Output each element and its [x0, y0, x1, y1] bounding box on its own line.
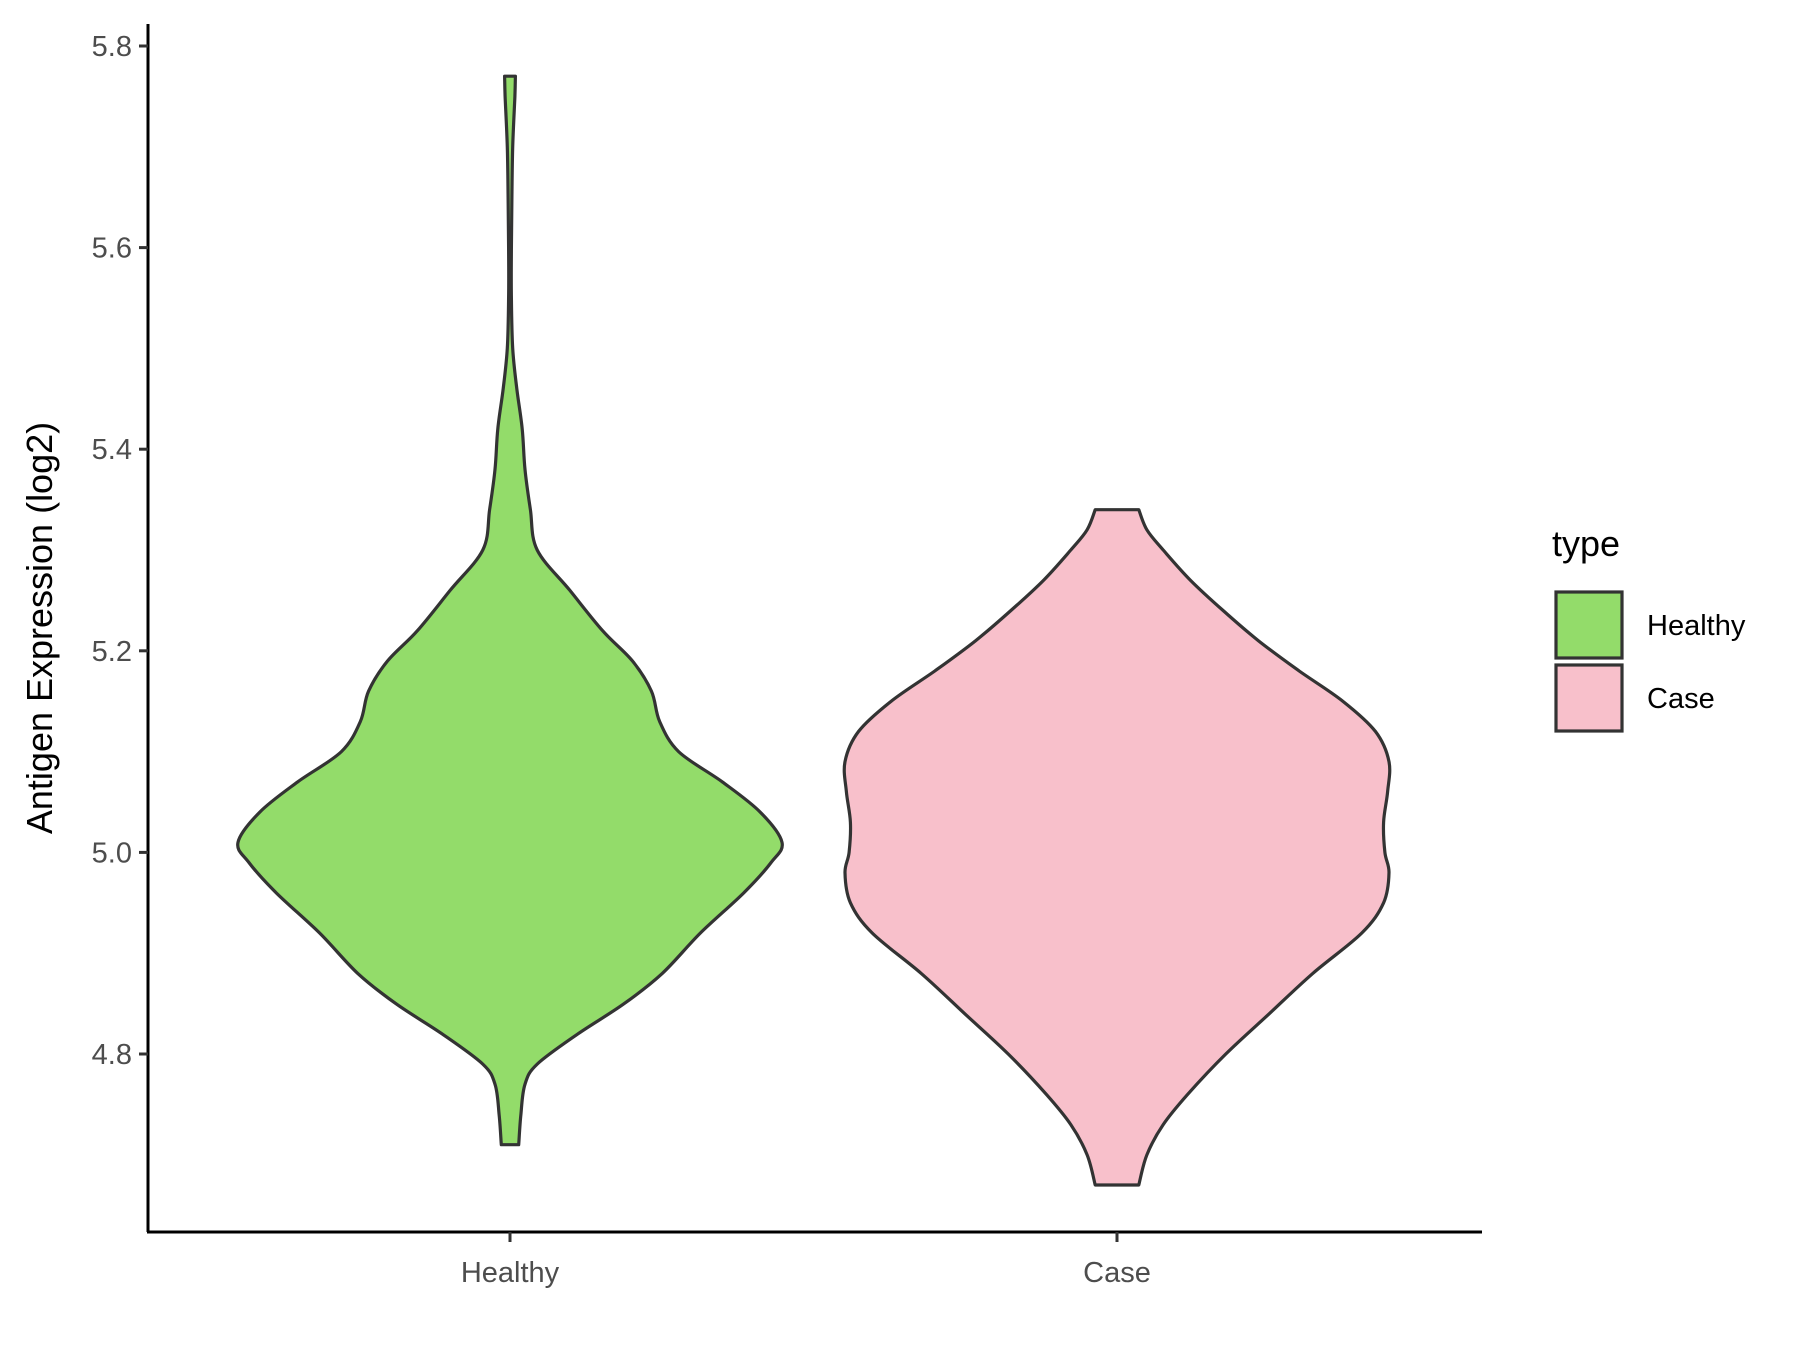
axes: 4.8 5.0 5.2 5.4 5.6 5.8 Healthy Case Antigen E… [19, 24, 1482, 1289]
legend-title: type [1552, 523, 1620, 564]
legend-items: Healthy Case [1554, 590, 1746, 733]
y-axis-title: Antigen Expression (log2) [19, 422, 60, 834]
legend-swatch-healthy [1554, 590, 1624, 660]
y-tick-label: 5.2 [92, 636, 132, 668]
legend-swatch-case [1554, 663, 1624, 733]
violin-case [842, 508, 1392, 1187]
y-tick-label: 5.6 [92, 233, 132, 265]
legend-label-case: Case [1647, 683, 1715, 715]
y-tick-label: 5.0 [92, 837, 132, 869]
y-tick-label: 4.8 [92, 1039, 132, 1071]
y-axis-ticks: 4.8 5.0 5.2 5.4 5.6 5.8 [92, 31, 148, 1071]
y-tick-label: 5.8 [92, 31, 132, 63]
violin-healthy [236, 74, 784, 1147]
x-axis-ticks: Healthy Case [461, 1232, 1151, 1289]
y-tick-label: 5.4 [92, 434, 132, 466]
legend-label-healthy: Healthy [1647, 610, 1746, 642]
x-tick-label: Healthy [461, 1257, 560, 1289]
legend: type Healthy Case [1552, 523, 1746, 733]
plot-area [236, 74, 1392, 1187]
x-tick-label: Case [1083, 1257, 1151, 1289]
